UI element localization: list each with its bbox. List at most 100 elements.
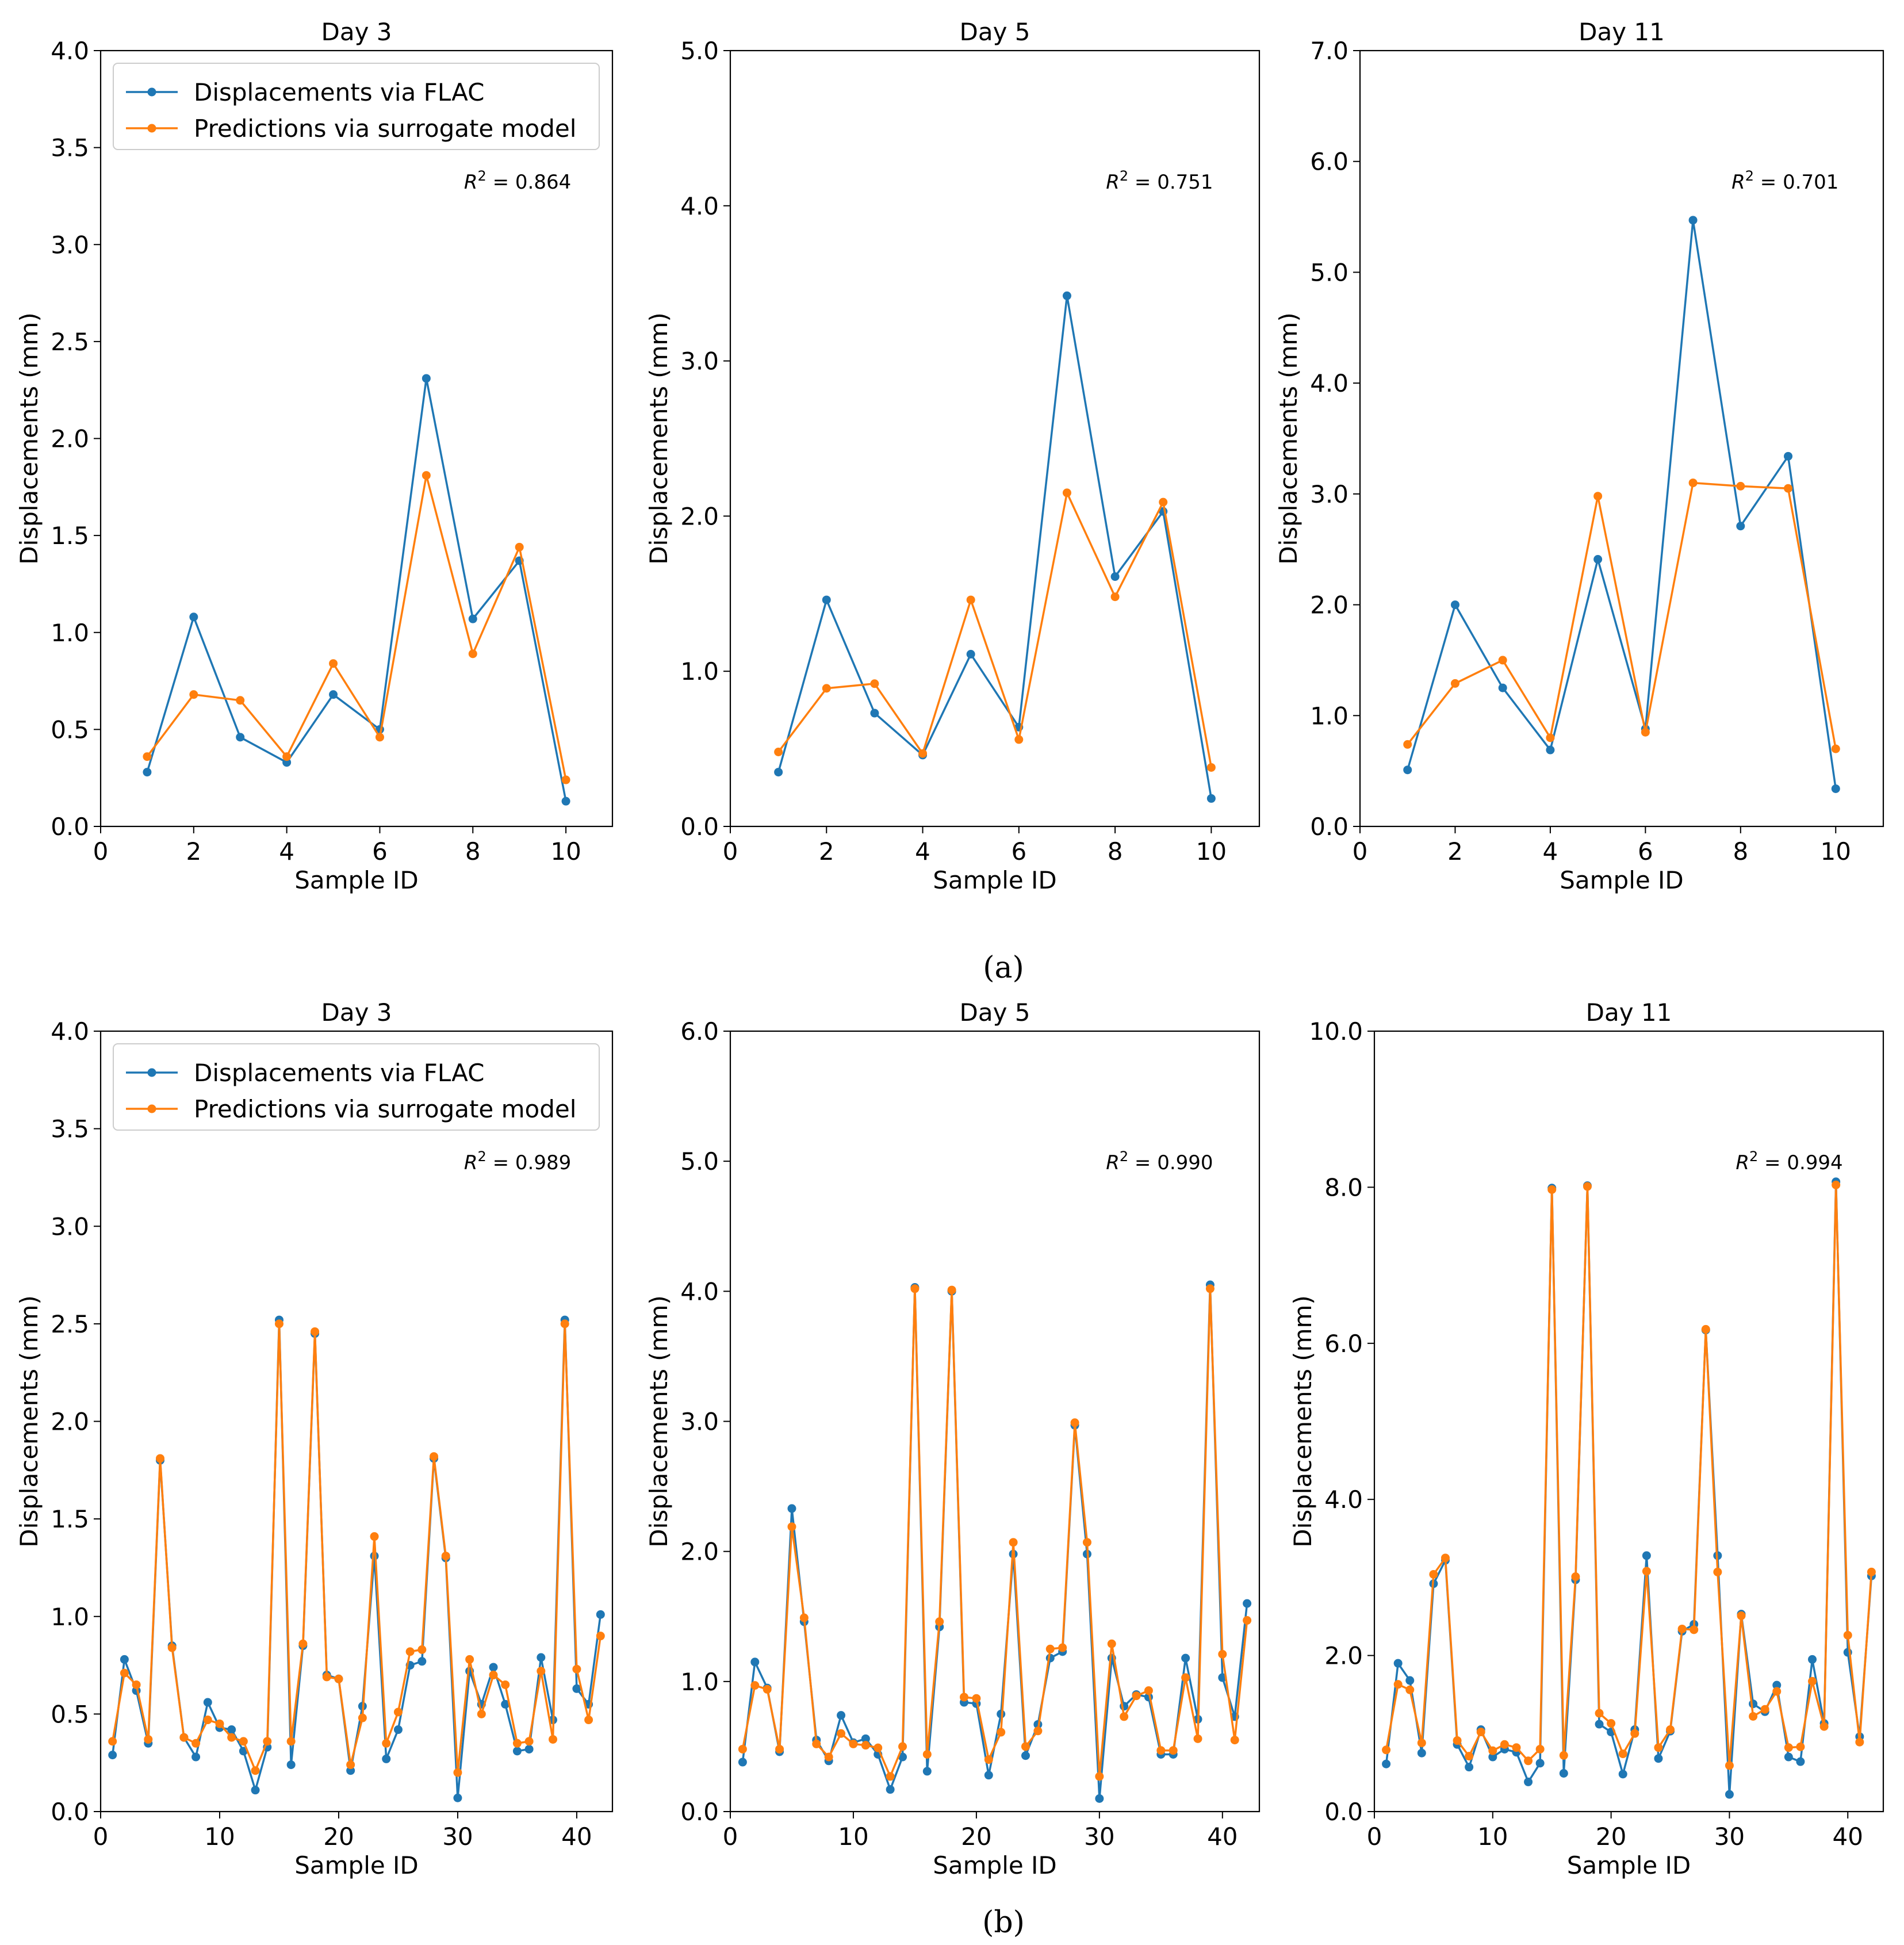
data-point-surrogate <box>1535 1744 1545 1753</box>
y-tick-label: 2.0 <box>1324 1642 1363 1670</box>
data-point-flac <box>489 1663 498 1672</box>
r-squared-annotation: R2 = 0.701 <box>1731 168 1838 194</box>
data-point-surrogate <box>572 1664 581 1674</box>
data-point-flac <box>1772 1680 1782 1690</box>
data-point-surrogate <box>1546 733 1555 742</box>
y-tick-label: 4.0 <box>1324 1485 1363 1514</box>
y-tick-label: 3.0 <box>51 1212 89 1240</box>
data-point-flac <box>1498 683 1507 692</box>
data-point-flac <box>837 1711 846 1720</box>
data-point-surrogate <box>167 1643 177 1652</box>
data-point-surrogate <box>417 1645 427 1654</box>
data-point-surrogate <box>861 1741 870 1750</box>
data-point-surrogate <box>1393 1680 1403 1689</box>
data-point-flac <box>886 1785 895 1794</box>
data-point-surrogate <box>477 1709 486 1718</box>
y-tick-label: 1.0 <box>51 1603 89 1631</box>
data-point-surrogate <box>1193 1734 1202 1743</box>
data-point-flac <box>750 1657 760 1667</box>
data-point-surrogate <box>382 1739 391 1748</box>
data-point-surrogate <box>298 1639 308 1648</box>
chart-a-day-5: 0.0 1.0 2.0 3.0 4.0 5.0 0 2 4 6 8 10 Day 5 Sample ID D… <box>645 18 1261 894</box>
data-point-surrogate <box>1725 1761 1734 1770</box>
x-tick-label: 4 <box>915 837 930 866</box>
data-point-flac <box>203 1698 212 1707</box>
y-tick-label: 1.0 <box>51 619 89 647</box>
x-tick-label: 8 <box>465 837 481 866</box>
x-tick-label: 8 <box>1108 837 1123 866</box>
data-point-surrogate <box>1630 1729 1639 1738</box>
r-squared-annotation: R2 = 0.751 <box>1106 168 1213 194</box>
legend-marker-surrogate <box>147 1104 156 1113</box>
data-point-surrogate <box>787 1522 796 1532</box>
data-point-flac <box>774 768 783 777</box>
data-point-flac <box>1417 1748 1426 1758</box>
data-point-surrogate <box>997 1728 1006 1737</box>
data-point-surrogate <box>1547 1185 1557 1194</box>
data-point-flac <box>1796 1757 1805 1766</box>
data-point-flac <box>1021 1751 1030 1760</box>
x-tick-label: 30 <box>442 1823 473 1851</box>
data-point-flac <box>393 1725 403 1735</box>
data-point-surrogate <box>1498 656 1507 665</box>
data-point-surrogate <box>738 1744 747 1753</box>
series-line-flac <box>111 1319 602 1799</box>
data-point-surrogate <box>1618 1749 1627 1759</box>
data-point-surrogate <box>1120 1712 1129 1721</box>
y-axis-label: Displacements (mm) <box>1289 1295 1317 1548</box>
series-line-flac <box>1385 1181 1873 1795</box>
data-point-flac <box>1524 1777 1533 1786</box>
y-tick-label: 0.0 <box>51 813 89 841</box>
data-point-surrogate <box>501 1680 510 1689</box>
data-point-surrogate <box>515 542 524 552</box>
chart-a-day-3: 0.0 0.5 1.0 1.5 2.0 2.5 3.0 3.5 4.0 0 2 4 6 8 10 Day 3 S… <box>15 18 614 894</box>
y-axis-label: Displacements (mm) <box>1274 312 1302 565</box>
data-point-flac <box>453 1793 462 1802</box>
y-tick-label: 0.0 <box>51 1798 89 1826</box>
data-point-surrogate <box>1405 1685 1415 1694</box>
data-point-surrogate <box>1110 592 1120 602</box>
data-point-surrogate <box>870 679 879 688</box>
data-point-surrogate <box>1819 1722 1829 1731</box>
legend-label-flac: Displacements via FLAC <box>194 1059 484 1087</box>
data-point-flac <box>191 1752 201 1762</box>
data-point-surrogate <box>966 595 975 604</box>
data-point-surrogate <box>1014 735 1024 744</box>
x-tick-label: 2 <box>819 837 834 866</box>
data-point-surrogate <box>1713 1567 1722 1576</box>
data-point-surrogate <box>1082 1538 1091 1547</box>
data-point-surrogate <box>947 1285 956 1295</box>
data-point-surrogate <box>822 684 831 693</box>
data-point-surrogate <box>1417 1739 1426 1748</box>
x-tick-label: 2 <box>1447 837 1463 866</box>
data-point-flac <box>1393 1659 1403 1668</box>
series-line-surrogate <box>146 474 567 780</box>
data-point-surrogate <box>775 1744 784 1753</box>
data-point-flac <box>572 1684 581 1693</box>
data-point-surrogate <box>1453 1736 1462 1745</box>
data-point-surrogate <box>560 1319 569 1328</box>
data-point-surrogate <box>322 1672 331 1682</box>
data-point-surrogate <box>1009 1538 1018 1547</box>
data-point-surrogate <box>1571 1572 1580 1582</box>
y-tick-label: 3.0 <box>680 347 719 376</box>
data-point-flac <box>1559 1769 1568 1778</box>
y-tick-label: 2.0 <box>51 425 89 453</box>
y-tick-label: 4.0 <box>51 1017 89 1046</box>
data-point-flac <box>1736 522 1745 531</box>
data-point-surrogate <box>329 659 338 668</box>
data-point-surrogate <box>750 1681 760 1690</box>
data-point-flac <box>251 1786 260 1795</box>
y-axis-label: Displacements (mm) <box>645 312 673 565</box>
x-tick-label: 20 <box>323 1823 354 1851</box>
data-point-surrogate <box>1403 740 1412 749</box>
plot-frame <box>1359 49 1884 828</box>
data-point-flac <box>1181 1653 1190 1663</box>
data-point-surrogate <box>1796 1742 1805 1751</box>
data-point-surrogate <box>1677 1624 1687 1633</box>
data-point-surrogate <box>812 1739 821 1748</box>
data-point-surrogate <box>1070 1418 1079 1427</box>
x-tick-label: 0 <box>93 837 109 866</box>
data-point-surrogate <box>405 1647 415 1656</box>
data-point-surrogate <box>561 775 570 784</box>
